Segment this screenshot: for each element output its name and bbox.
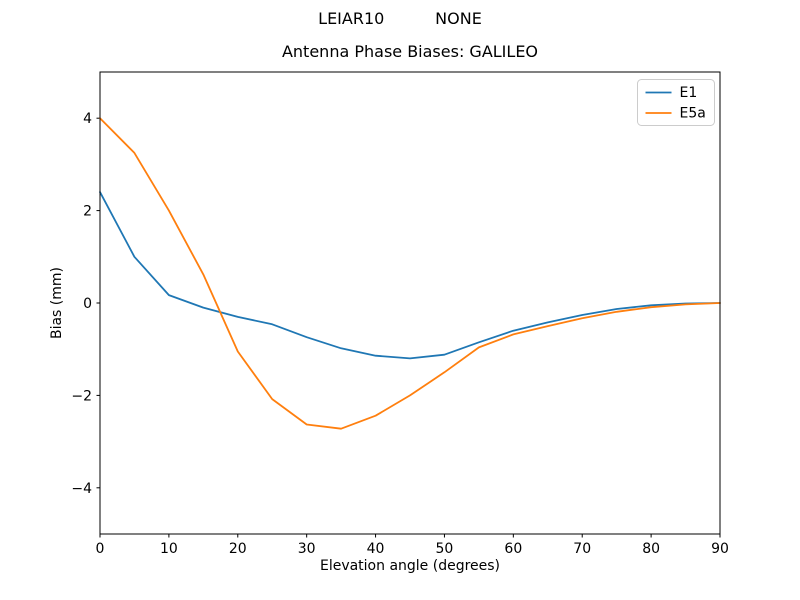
y-tick-label: −4 — [71, 481, 92, 497]
x-tick-label: 60 — [504, 541, 522, 557]
x-tick-label: 70 — [573, 541, 591, 557]
x-tick-label: 0 — [96, 541, 105, 557]
y-tick-label: 2 — [83, 204, 92, 220]
y-tick-label: 4 — [83, 111, 92, 127]
chart-title: Antenna Phase Biases: GALILEO — [281, 42, 539, 61]
legend-label-e5a: E5a — [680, 106, 706, 122]
legend-box — [637, 79, 715, 126]
y-tick-label: 0 — [83, 296, 92, 312]
legend-label-e1: E1 — [680, 85, 698, 101]
x-axis-label: Elevation angle (degrees) — [319, 558, 501, 574]
series-lines — [99, 117, 721, 430]
y-axis-label: Bias (mm) — [49, 266, 65, 340]
figure-suptitle: LEIAR10 NONE — [318, 9, 482, 28]
x-tick-label: 50 — [436, 541, 454, 557]
x-tick-label: 10 — [160, 541, 178, 557]
series-line-e5a — [99, 117, 721, 430]
y-tick-label: −2 — [71, 388, 92, 404]
x-tick-label: 80 — [642, 541, 660, 557]
x-tick-label: 90 — [711, 541, 729, 557]
x-tick-label: 40 — [367, 541, 385, 557]
x-tick-label: 30 — [298, 541, 316, 557]
series-line-e1 — [99, 191, 721, 360]
x-tick-label: 20 — [229, 541, 247, 557]
axes-ticks: 0 10 20 30 40 50 60 70 80 90 −4 −2 0 2 4 — [71, 111, 729, 557]
axes-frame — [99, 71, 721, 535]
